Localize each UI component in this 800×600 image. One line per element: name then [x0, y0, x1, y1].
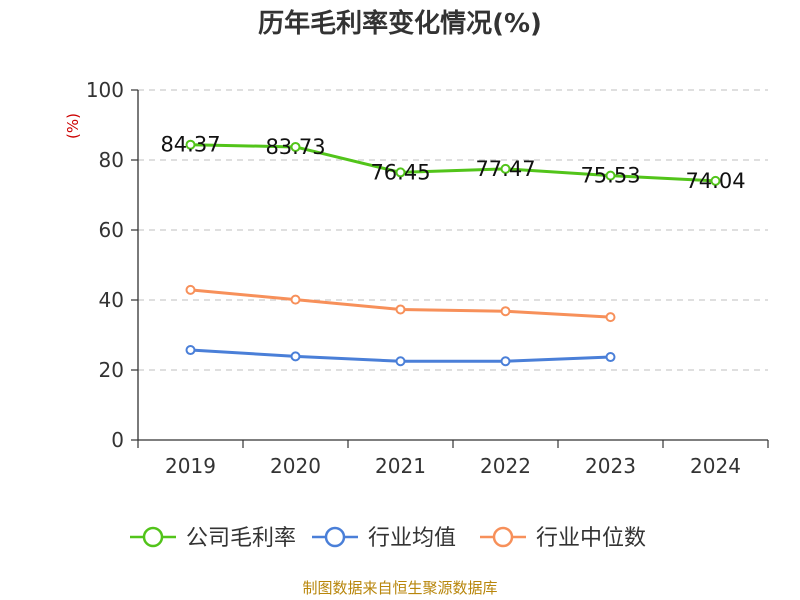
data-point[interactable] — [290, 294, 301, 305]
legend-label: 公司毛利率 — [186, 526, 296, 551]
data-point[interactable] — [395, 304, 406, 315]
series-line — [189, 143, 717, 183]
legend-item[interactable]: 行业中位数 — [480, 526, 646, 551]
data-point[interactable] — [500, 163, 511, 174]
data-label: 75.53 — [580, 164, 640, 188]
y-tick-label: 20 — [99, 358, 124, 382]
data-point[interactable] — [500, 356, 511, 367]
y-tick-label: 100 — [86, 78, 124, 102]
data-point[interactable] — [710, 175, 721, 186]
legend-item[interactable]: 公司毛利率 — [130, 526, 296, 551]
x-tick-label: 2020 — [270, 454, 321, 478]
data-point[interactable] — [185, 284, 196, 295]
legend-label: 行业中位数 — [536, 526, 646, 551]
x-tick-label: 2023 — [585, 454, 636, 478]
chart-title: 历年毛利率变化情况(%) — [258, 8, 542, 39]
x-tick-label: 2022 — [480, 454, 531, 478]
data-point[interactable] — [185, 345, 196, 356]
data-point[interactable] — [500, 306, 511, 317]
legend-marker — [324, 526, 346, 548]
x-tick-label: 2021 — [375, 454, 426, 478]
y-tick-label: 0 — [111, 428, 124, 452]
grid-lines — [138, 89, 768, 371]
data-label: 74.04 — [685, 169, 745, 193]
data-point[interactable] — [605, 312, 616, 323]
y-tick-label: 40 — [99, 288, 124, 312]
y-tick-label: 60 — [99, 218, 124, 242]
data-label: 77.47 — [475, 157, 535, 181]
data-point[interactable] — [605, 352, 616, 363]
legend-label: 行业均值 — [368, 526, 456, 551]
source-note: 制图数据来自恒生聚源数据库 — [302, 579, 497, 597]
x-tick-label: 2024 — [690, 454, 741, 478]
data-label: 84.37 — [160, 133, 220, 157]
data-point[interactable] — [395, 167, 406, 178]
legend-item[interactable]: 行业均值 — [312, 526, 456, 551]
legend-marker — [142, 526, 164, 548]
legend-marker — [492, 526, 514, 548]
axes: 0 20 40 60 80 100 2019 2020 2021 2022 2023 2024 — [86, 78, 769, 478]
data-point[interactable] — [290, 351, 301, 362]
data-point[interactable] — [185, 139, 196, 150]
data-labels: 84.37 83.73 76.45 77.47 75.53 74.04 — [160, 133, 745, 193]
data-point[interactable] — [395, 356, 406, 367]
x-tick-label: 2019 — [165, 454, 216, 478]
data-label: 76.45 — [370, 160, 430, 184]
data-point[interactable] — [605, 170, 616, 181]
data-label: 83.73 — [265, 135, 325, 159]
series-group — [185, 139, 721, 367]
y-axis-unit-label: (%) — [64, 113, 82, 139]
legend[interactable]: 公司毛利率 行业均值 行业中位数 — [130, 526, 646, 551]
data-point[interactable] — [290, 141, 301, 152]
y-tick-label: 80 — [99, 148, 124, 172]
